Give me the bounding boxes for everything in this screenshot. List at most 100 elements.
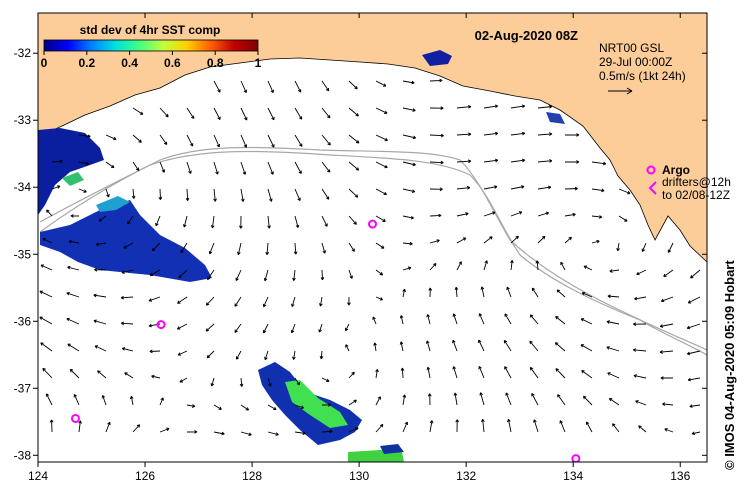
current-arrow	[659, 350, 674, 354]
current-arrow	[533, 419, 539, 433]
current-arrow	[687, 377, 701, 382]
current-arrow	[580, 344, 593, 352]
colorbar-ticks: 0 0.2 0.4 0.6 0.8 1	[41, 51, 262, 70]
current-arrow	[429, 213, 442, 218]
sst-patch-shelf-cyan	[96, 196, 130, 212]
current-arrow	[399, 315, 404, 325]
current-arrow	[213, 431, 225, 436]
current-arrow	[537, 159, 553, 163]
current-arrow	[159, 161, 166, 173]
current-arrow	[557, 394, 566, 406]
current-arrow	[94, 345, 107, 352]
y-tick-label: -32	[14, 46, 32, 60]
current-arrow	[240, 431, 252, 436]
sst-patch-north	[422, 50, 452, 66]
current-arrow	[375, 423, 384, 433]
current-arrow	[213, 404, 222, 410]
current-legend-model: NRT00 GSL	[599, 41, 664, 55]
current-arrow	[205, 323, 215, 332]
current-arrow	[39, 290, 53, 298]
sst-patch-west	[38, 128, 104, 215]
current-arrow	[618, 215, 628, 222]
current-legend-scale: 0.5m/s (1kt 24h)	[599, 69, 686, 83]
current-legend-date: 29-Jul 00:00Z	[599, 55, 672, 69]
current-arrow	[537, 235, 546, 244]
current-arrow	[659, 323, 674, 328]
current-arrow	[213, 161, 219, 175]
current-arrow	[263, 269, 269, 282]
current-arrow	[636, 269, 647, 276]
colorbar-tick-label: 0	[41, 56, 48, 70]
current-arrow	[456, 212, 469, 217]
map-frame	[37, 12, 708, 463]
current-arrow	[237, 242, 242, 255]
current-arrow	[321, 242, 327, 254]
drifter-legend-line1: drifters@12h	[662, 175, 731, 189]
current-arrow	[345, 344, 350, 352]
current-arrow	[564, 186, 578, 191]
argo-float	[368, 219, 377, 229]
current-arrow	[456, 261, 462, 271]
current-arrow	[633, 322, 647, 326]
coastline-land	[38, 13, 707, 263]
current-arrow	[294, 107, 303, 120]
current-arrow	[294, 188, 301, 202]
current-arrow	[151, 374, 161, 379]
current-arrow	[121, 269, 134, 274]
current-arrow	[606, 320, 620, 325]
current-arrow	[292, 269, 296, 281]
x-tick-label: 134	[563, 469, 583, 483]
current-arrow	[293, 242, 298, 255]
current-arrow	[321, 429, 333, 434]
colorbar: std dev of 4hr SST comp 0 0.2 0.4 0.6 0.8 1	[41, 23, 262, 70]
current-arrow	[321, 80, 330, 92]
current-arrow	[608, 397, 620, 406]
current-arrow	[294, 134, 303, 147]
current-arrow	[234, 296, 242, 307]
sst-patch-west-green	[62, 172, 84, 186]
current-arrow	[529, 366, 539, 379]
current-arrow	[564, 236, 572, 244]
current-arrow	[208, 242, 215, 255]
current-arrow	[321, 188, 330, 200]
current-arrow	[159, 427, 170, 433]
sst-patch-north-mid	[546, 112, 565, 124]
current-arrow	[375, 134, 388, 142]
current-arrow	[321, 377, 330, 382]
current-arrow	[67, 265, 80, 271]
current-arrow	[78, 188, 87, 193]
current-arrow	[321, 403, 332, 407]
current-arrow	[581, 291, 593, 298]
current-arrow	[428, 287, 433, 298]
current-arrow	[348, 371, 355, 379]
current-arrow	[503, 339, 512, 352]
current-arrow	[73, 394, 80, 406]
current-arrow	[294, 80, 302, 93]
current-arrow	[51, 159, 63, 164]
current-arrow	[456, 185, 471, 190]
current-arrow	[402, 161, 416, 167]
colorbar-tick-label: 0.2	[78, 56, 95, 70]
current-arrow	[132, 107, 144, 115]
colorbar-tick-label: 0.8	[207, 56, 224, 70]
current-arrow	[292, 350, 296, 360]
current-arrow	[483, 211, 496, 217]
current-arrow	[240, 107, 248, 121]
current-arrow	[131, 188, 136, 199]
current-arrow	[582, 395, 593, 406]
current-arrow	[429, 239, 440, 244]
imos-credit: © IMOS 04-Aug-2020 05:09 Hobart	[722, 260, 737, 470]
current-arrow	[510, 211, 523, 217]
current-arrow	[529, 340, 539, 352]
current-arrow	[478, 313, 485, 325]
current-arrow	[239, 215, 243, 229]
current-arrow	[120, 295, 134, 300]
current-arrow	[531, 393, 539, 406]
current-arrow	[180, 242, 188, 254]
current-arrow	[95, 242, 107, 247]
current-arrow	[478, 365, 485, 379]
current-arrow	[291, 296, 296, 308]
current-arrow	[554, 342, 566, 352]
current-arrow	[483, 236, 493, 244]
y-tick-label: -33	[14, 113, 32, 127]
